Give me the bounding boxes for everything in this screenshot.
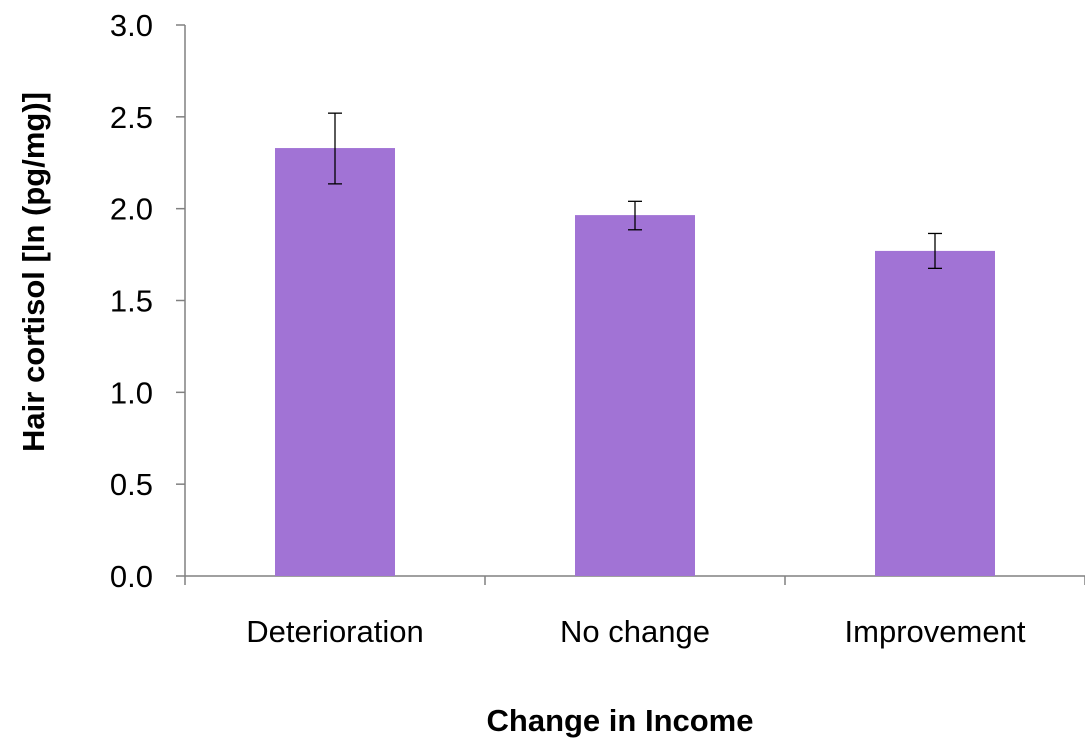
y-tick-label: 2.5 [110, 100, 153, 135]
bars [275, 148, 995, 576]
y-tick-label: 1.0 [110, 375, 153, 410]
error-bars [328, 112, 942, 270]
y-axis-title: Hair cortisol [ln (pg/mg)] [16, 92, 51, 452]
bar [275, 148, 395, 576]
x-tick-label: Improvement [845, 614, 1026, 649]
x-tick-label: No change [560, 614, 710, 649]
x-axis-title: Change in Income [487, 703, 754, 738]
bar [875, 250, 995, 576]
x-tick-label: Deterioration [246, 614, 423, 649]
y-tick-label: 2.0 [110, 192, 153, 227]
bar [575, 215, 695, 576]
y-tick-label: 3.0 [110, 8, 153, 43]
tick-labels: 0.0 0.5 1.0 1.5 2.0 2.5 3.0 Deterioration No cha… [110, 8, 1026, 649]
y-tick-label: 0.5 [110, 467, 153, 502]
y-tick-label: 1.5 [110, 284, 153, 319]
y-tick-label: 0.0 [110, 559, 153, 594]
